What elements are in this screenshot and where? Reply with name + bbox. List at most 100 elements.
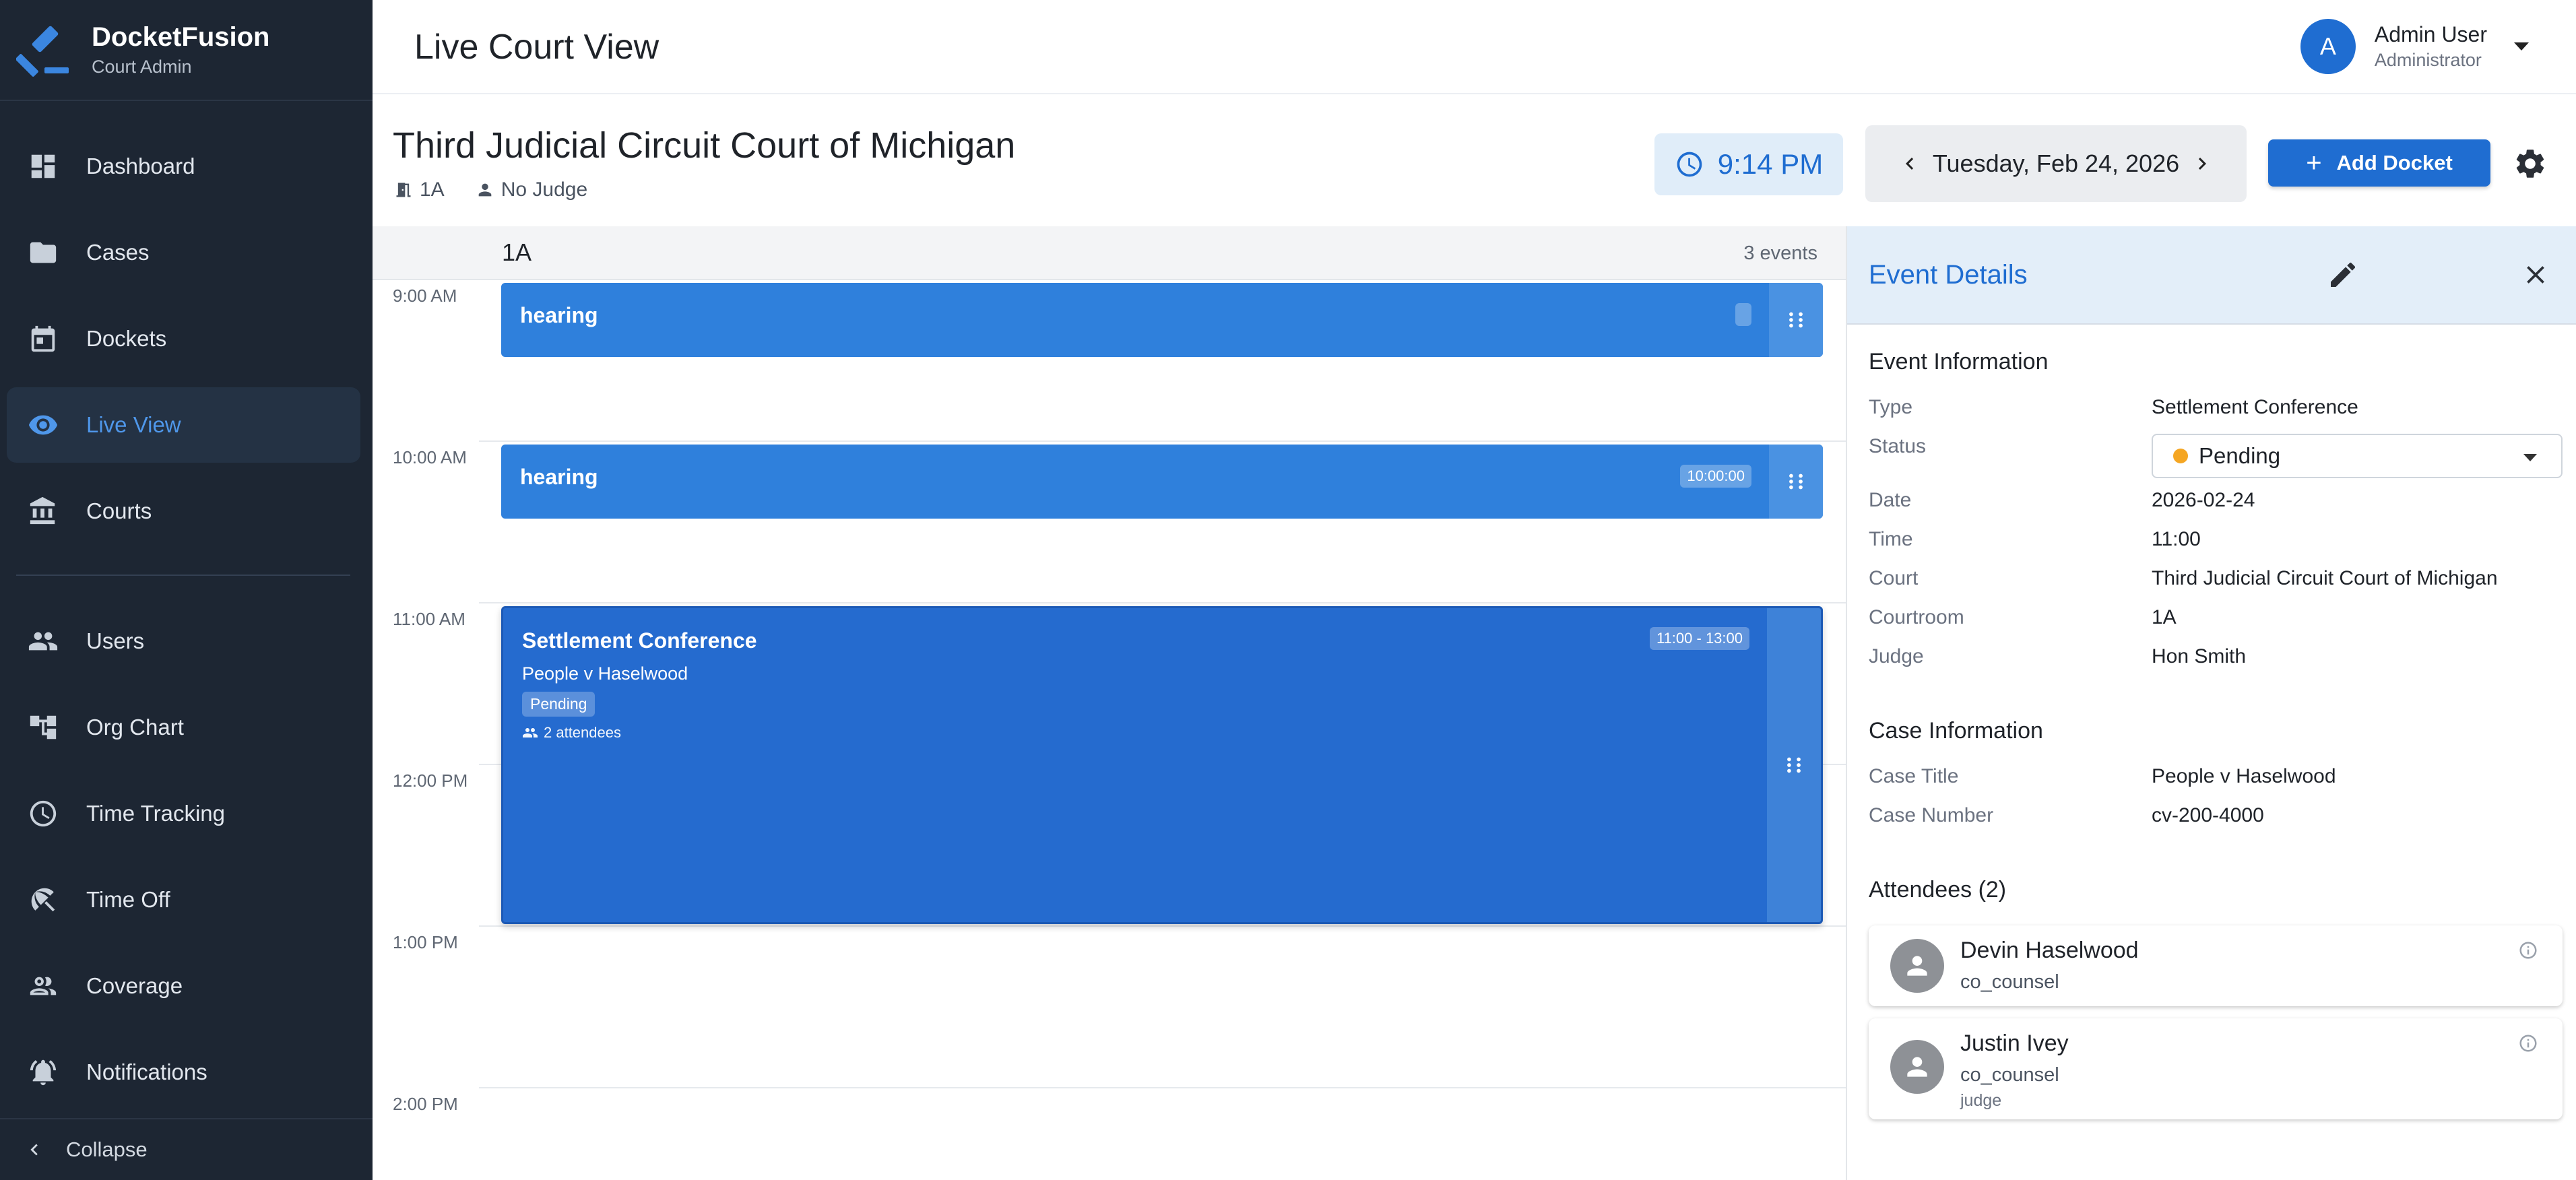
time-tag [1735,303,1751,326]
status-badge: Pending [522,692,595,717]
sidebar-divider [16,575,350,576]
sidebar-item-users[interactable]: Users [7,603,360,679]
detail-label: Case Number [1869,804,1994,826]
event-title: Settlement Conference [522,628,757,653]
eye-icon [27,409,59,441]
close-button[interactable] [2521,260,2550,290]
status-select[interactable]: Pending [2152,434,2563,478]
hour-divider [479,440,1846,442]
bank-icon [27,495,59,527]
sidebar-item-label: Time Tracking [86,801,225,826]
event-title: hearing [520,465,598,489]
drag-handle[interactable] [1767,608,1821,922]
sidebar-item-dockets[interactable]: Dockets [7,301,360,376]
detail-value: Hon Smith [2152,645,2247,667]
pencil-icon [2331,262,2356,287]
info-icon[interactable] [2518,940,2538,960]
event-card[interactable]: hearing [501,283,1823,357]
user-menu[interactable]: A Admin User Administrator [2300,19,2529,74]
drag-dots-icon [1787,757,1801,773]
drag-handle[interactable] [1769,283,1823,357]
courtroom-label: 1A [420,178,445,201]
sidebar-item-label: Org Chart [86,715,184,740]
sidebar-item-label: Time Off [86,887,170,912]
detail-row-case-title: Case Title People v Haselwood [1869,765,2563,788]
attendees-heading: Attendees (2) [1869,877,2007,903]
event-card[interactable]: hearing 10:00:00 [501,445,1823,519]
gavel-logo-icon [16,26,69,77]
date-navigator: Tuesday, Feb 24, 2026 [1865,125,2247,202]
time-tag: 11:00 - 13:00 [1649,627,1749,650]
info-icon[interactable] [2518,1033,2538,1053]
add-docket-button[interactable]: + Add Docket [2268,139,2490,187]
status-dot [2173,449,2188,463]
avatar [1890,1040,1944,1094]
details-title: Event Details [1869,260,2028,290]
app-subtitle: Court Admin [92,57,192,77]
settings-button[interactable] [2513,146,2548,181]
sidebar-item-courts[interactable]: Courts [7,473,360,549]
status-value: Pending [2199,443,2281,468]
sidebar-item-cases[interactable]: Cases [7,215,360,290]
avatar [1890,939,1944,993]
schedule-header: 1A 3 events [373,226,1846,280]
sidebar-item-time-tracking[interactable]: Time Tracking [7,776,360,851]
chevron-right-icon[interactable] [2190,152,2214,176]
sidebar-item-coverage[interactable]: Coverage [7,948,360,1024]
calendar-icon [27,323,59,355]
judge-label: No Judge [501,178,588,201]
user-name: Admin User [2374,22,2487,46]
attendee-card[interactable]: Devin Haselwood co_counsel [1869,925,2563,1006]
caret-down-icon [2514,42,2529,51]
detail-value: cv-200-4000 [2152,804,2264,826]
beach-icon [27,884,59,916]
schedule-grid: 1A 3 events 9:00 AM 10:00 AM 11:00 AM 12… [373,226,1846,1180]
hour-label: 2:00 PM [393,1094,458,1114]
attendee-card[interactable]: Justin Ivey co_counsel judge [1869,1018,2563,1119]
details-header: Event Details [1847,226,2576,325]
current-time-text: 9:14 PM [1717,148,1824,180]
sidebar-item-live-view[interactable]: Live View [7,387,360,463]
people-icon [27,625,59,657]
sidebar-item-label: Live View [86,412,181,437]
hour-label: 10:00 AM [393,447,467,467]
avatar: A [2300,19,2356,74]
sidebar-item-notifications[interactable]: Notifications [7,1035,360,1110]
clock-icon [27,797,59,830]
attendee-extra-role: judge [1960,1091,2002,1110]
sidebar: DocketFusion Court Admin Dashboard Cases… [0,0,373,1180]
event-card-selected[interactable]: Settlement Conference 11:00 - 13:00 Peop… [501,606,1823,924]
sidebar-item-label: Dashboard [86,154,195,178]
drag-handle[interactable] [1769,445,1823,519]
attendee-name: Devin Haselwood [1960,938,2139,963]
detail-label: Court [1869,567,1919,589]
court-meta: 1A No Judge [394,178,587,201]
event-info-heading: Event Information [1869,349,2049,374]
edit-button[interactable] [2327,259,2359,291]
detail-row-judge: Judge Hon Smith [1869,645,2563,668]
chevron-left-icon[interactable] [1898,152,1922,176]
page-title: Live Court View [414,28,659,67]
folder-icon [27,236,59,269]
detail-value: 2026-02-24 [2152,489,2255,511]
brand[interactable]: DocketFusion Court Admin [0,0,373,101]
detail-label: Courtroom [1869,606,1964,628]
sidebar-item-org-chart[interactable]: Org Chart [7,690,360,765]
attendee-role: co_counsel [1960,971,2059,993]
drag-dots-icon [1789,473,1803,490]
current-date[interactable]: Tuesday, Feb 24, 2026 [1932,150,2180,177]
sidebar-item-dashboard[interactable]: Dashboard [7,129,360,204]
detail-row-case-number: Case Number cv-200-4000 [1869,804,2563,827]
event-details-panel: Event Details Event Information Type Set… [1846,226,2576,1180]
door-icon [396,183,411,197]
court-title: Third Judicial Circuit Court of Michigan [393,125,1016,166]
schedule-room: 1A [502,238,532,266]
sidebar-item-label: Courts [86,498,152,523]
detail-value: Settlement Conference [2152,396,2358,418]
detail-value: 1A [2152,606,2177,628]
hour-divider [479,925,1846,927]
sidebar-item-label: Notifications [86,1059,207,1084]
collapse-button[interactable]: Collapse [0,1118,373,1180]
sidebar-item-time-off[interactable]: Time Off [7,862,360,938]
sidebar-item-label: Cases [86,240,150,265]
